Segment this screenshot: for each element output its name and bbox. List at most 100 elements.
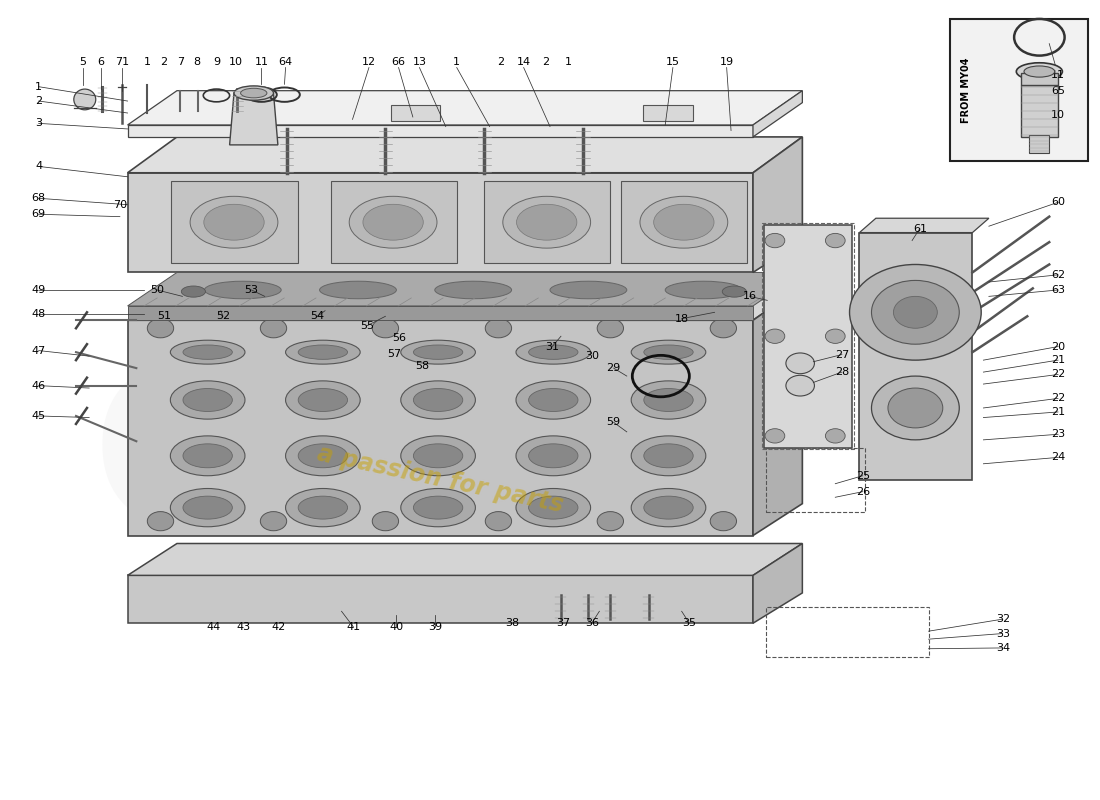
Ellipse shape <box>644 345 693 359</box>
Ellipse shape <box>529 345 578 359</box>
Text: 10: 10 <box>229 57 243 67</box>
Ellipse shape <box>631 489 706 526</box>
Text: 11: 11 <box>254 57 268 67</box>
Text: T: T <box>358 356 522 572</box>
Ellipse shape <box>529 496 578 519</box>
Polygon shape <box>754 543 802 623</box>
Text: 1: 1 <box>144 57 151 67</box>
Ellipse shape <box>653 204 714 240</box>
Ellipse shape <box>1016 62 1063 80</box>
Text: 27: 27 <box>835 350 849 359</box>
Ellipse shape <box>74 89 96 110</box>
Polygon shape <box>128 306 754 320</box>
Polygon shape <box>128 173 754 273</box>
Ellipse shape <box>516 489 591 526</box>
Text: 7: 7 <box>177 57 184 67</box>
Text: 21: 21 <box>1050 407 1065 417</box>
Polygon shape <box>621 181 748 263</box>
Ellipse shape <box>644 496 693 519</box>
Ellipse shape <box>516 381 591 419</box>
Text: 46: 46 <box>32 381 46 390</box>
Text: 2: 2 <box>161 57 167 67</box>
Ellipse shape <box>516 436 591 476</box>
Ellipse shape <box>182 286 206 297</box>
Polygon shape <box>172 181 298 263</box>
Ellipse shape <box>414 389 463 411</box>
Text: 57: 57 <box>387 349 402 358</box>
Bar <box>950 19 1088 161</box>
Circle shape <box>785 353 814 374</box>
Ellipse shape <box>190 196 278 248</box>
Ellipse shape <box>434 282 512 298</box>
Circle shape <box>766 429 784 443</box>
Text: 6: 6 <box>98 57 104 67</box>
Text: 49: 49 <box>32 285 46 295</box>
Text: 9: 9 <box>213 57 220 67</box>
Ellipse shape <box>170 340 245 364</box>
Text: 37: 37 <box>557 618 570 628</box>
Circle shape <box>597 318 624 338</box>
Text: 31: 31 <box>546 342 559 351</box>
Ellipse shape <box>241 88 267 98</box>
Polygon shape <box>128 286 802 320</box>
Polygon shape <box>390 105 440 121</box>
Circle shape <box>893 296 937 328</box>
Polygon shape <box>764 225 851 448</box>
Circle shape <box>825 429 845 443</box>
Text: 63: 63 <box>1050 285 1065 295</box>
Ellipse shape <box>550 282 627 298</box>
Text: 19: 19 <box>719 57 734 67</box>
Circle shape <box>372 318 398 338</box>
Circle shape <box>871 281 959 344</box>
Text: 58: 58 <box>416 361 430 370</box>
Polygon shape <box>1021 85 1058 137</box>
Circle shape <box>485 512 512 530</box>
Text: 38: 38 <box>506 618 520 628</box>
Circle shape <box>888 388 943 428</box>
Ellipse shape <box>631 340 706 364</box>
Ellipse shape <box>183 389 232 411</box>
Text: 33: 33 <box>997 629 1010 638</box>
Text: 21: 21 <box>1050 355 1065 365</box>
Text: 1: 1 <box>35 82 42 92</box>
Text: 39: 39 <box>428 622 442 632</box>
Text: 15: 15 <box>666 57 680 67</box>
Text: 8: 8 <box>194 57 200 67</box>
Ellipse shape <box>204 204 264 240</box>
Circle shape <box>711 512 737 530</box>
Circle shape <box>597 512 624 530</box>
Text: 25: 25 <box>856 470 870 481</box>
Text: 18: 18 <box>674 314 689 324</box>
Text: 48: 48 <box>32 309 46 319</box>
Text: 71: 71 <box>116 57 129 67</box>
Text: 14: 14 <box>517 57 530 67</box>
Ellipse shape <box>183 345 232 359</box>
Text: G: G <box>94 356 283 572</box>
Ellipse shape <box>349 196 437 248</box>
Ellipse shape <box>183 444 232 468</box>
Text: 13: 13 <box>412 57 427 67</box>
Text: 16: 16 <box>742 291 757 302</box>
Ellipse shape <box>644 389 693 411</box>
Ellipse shape <box>205 282 282 298</box>
Circle shape <box>825 329 845 343</box>
Polygon shape <box>128 90 802 125</box>
Ellipse shape <box>414 345 463 359</box>
Polygon shape <box>128 320 754 535</box>
Polygon shape <box>859 218 989 233</box>
Polygon shape <box>128 575 754 623</box>
Text: 59: 59 <box>606 418 620 427</box>
Circle shape <box>485 318 512 338</box>
Text: 20: 20 <box>1050 342 1065 351</box>
Text: 52: 52 <box>216 311 230 322</box>
Polygon shape <box>754 137 802 273</box>
Text: 41: 41 <box>346 622 361 632</box>
Ellipse shape <box>400 489 475 526</box>
Ellipse shape <box>183 496 232 519</box>
Text: 2: 2 <box>497 57 504 67</box>
Ellipse shape <box>414 496 463 519</box>
Text: 43: 43 <box>236 622 251 632</box>
Circle shape <box>766 329 784 343</box>
Text: 1: 1 <box>565 57 572 67</box>
Text: O: O <box>585 356 779 572</box>
